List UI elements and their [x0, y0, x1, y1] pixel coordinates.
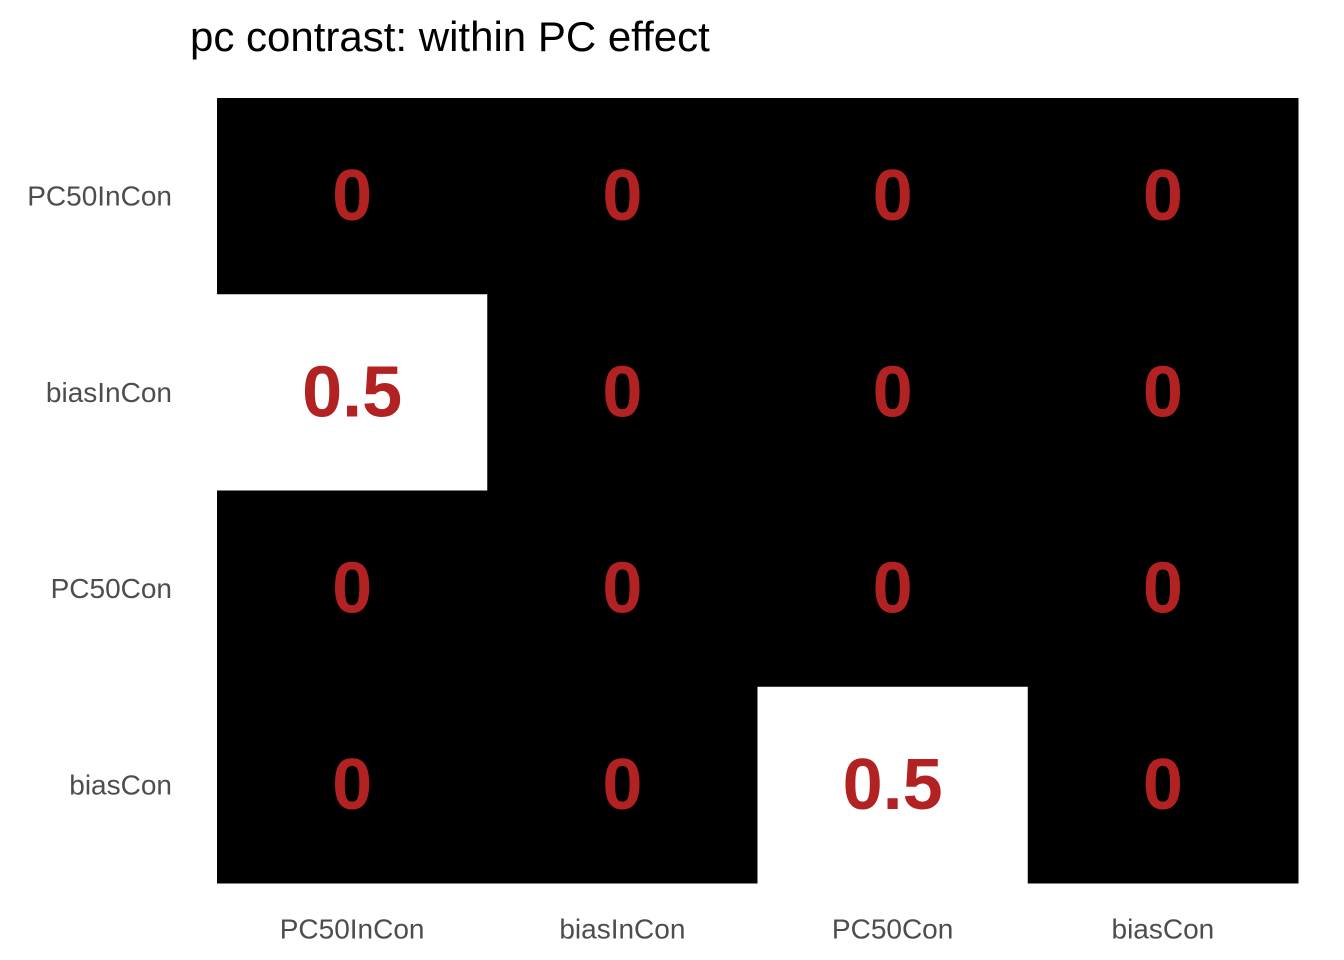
cell-value-label: 0.5 [843, 745, 943, 825]
y-axis-tick-labels: PC50InCon biasInCon PC50Con biasCon [27, 181, 172, 801]
heatmap-cell [217, 686, 488, 884]
cell-value-label: 0 [873, 156, 913, 236]
heatmap-cell [1027, 294, 1299, 491]
heatmap-cell [217, 490, 488, 688]
heatmap-cell [757, 490, 1029, 688]
heatmap-cell [757, 686, 1029, 884]
cell-value-label: 0 [602, 549, 642, 629]
x-tick-label: PC50Con [832, 914, 953, 945]
x-tick-label: biasCon [1112, 914, 1215, 945]
heatmap-cells [217, 98, 1299, 884]
heatmap-cell [487, 98, 758, 295]
cell-value-label: 0.5 [302, 352, 402, 432]
heatmap-cell [487, 294, 758, 491]
cell-value-label: 0 [602, 352, 642, 432]
cell-value-label: 0 [873, 549, 913, 629]
heatmap-cell [1027, 98, 1299, 295]
heatmap-cell [757, 294, 1029, 491]
cell-value-label: 0 [602, 156, 642, 236]
heatmap-cell-labels: 0 0 0 0 0.5 0 0 0 0 0 0 0 0 0 0.5 0 [302, 156, 1183, 825]
x-tick-label: biasInCon [559, 914, 685, 945]
heatmap-cell [487, 490, 758, 688]
cell-value-label: 0 [1143, 352, 1183, 432]
heatmap-cell [217, 98, 488, 295]
cell-value-label: 0 [873, 352, 913, 432]
cell-value-label: 0 [1143, 156, 1183, 236]
y-tick-label: PC50Con [51, 573, 172, 604]
heatmap-cell [1027, 686, 1299, 884]
x-tick-label: PC50InCon [280, 914, 425, 945]
cell-value-label: 0 [1143, 549, 1183, 629]
cell-value-label: 0 [332, 549, 372, 629]
heatmap-cell [217, 294, 488, 491]
cell-value-label: 0 [332, 745, 372, 825]
y-tick-label: biasInCon [46, 377, 172, 408]
cell-value-label: 0 [602, 745, 642, 825]
cell-value-label: 0 [1143, 745, 1183, 825]
heatmap-cell [487, 686, 758, 884]
heatmap-cell [1027, 490, 1299, 688]
chart-title: pc contrast: within PC effect [190, 13, 710, 60]
cell-value-label: 0 [332, 156, 372, 236]
x-axis-tick-labels: PC50InCon biasInCon PC50Con biasCon [280, 914, 1215, 945]
y-tick-label: PC50InCon [27, 181, 172, 212]
heatmap-cell [757, 98, 1029, 295]
y-tick-label: biasCon [69, 769, 172, 800]
